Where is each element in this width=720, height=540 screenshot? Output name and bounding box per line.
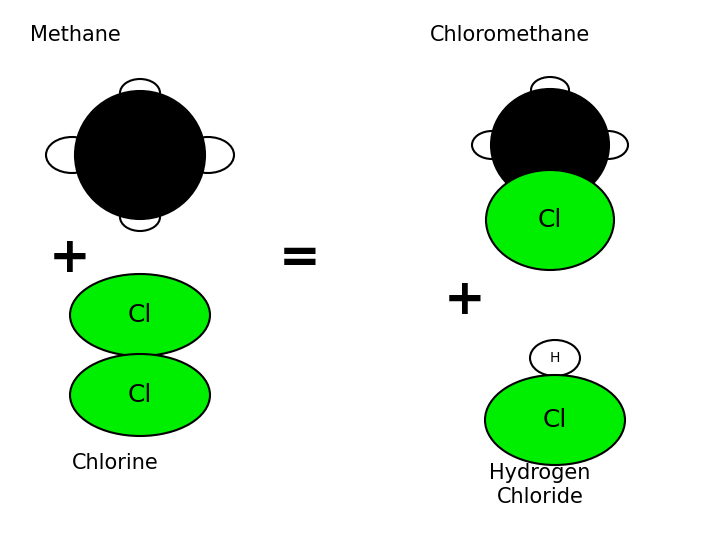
Ellipse shape — [70, 354, 210, 436]
Text: Cl: Cl — [538, 208, 562, 232]
Ellipse shape — [531, 77, 569, 103]
Ellipse shape — [182, 137, 234, 173]
Ellipse shape — [75, 91, 205, 219]
Ellipse shape — [530, 340, 580, 376]
Text: Cl: Cl — [128, 303, 152, 327]
Ellipse shape — [472, 131, 512, 159]
Text: +: + — [444, 276, 486, 324]
Ellipse shape — [120, 203, 160, 231]
Text: Hydrogen
Chloride: Hydrogen Chloride — [490, 463, 590, 507]
Text: Cl: Cl — [543, 408, 567, 432]
Ellipse shape — [120, 79, 160, 107]
Ellipse shape — [70, 274, 210, 356]
Text: H: H — [550, 351, 560, 365]
Text: Methane: Methane — [30, 25, 121, 45]
Text: Chloromethane: Chloromethane — [430, 25, 590, 45]
Text: Chlorine: Chlorine — [71, 453, 158, 473]
Text: +: + — [49, 234, 91, 282]
Ellipse shape — [486, 170, 614, 270]
Ellipse shape — [491, 89, 609, 201]
Ellipse shape — [485, 375, 625, 465]
Ellipse shape — [588, 131, 628, 159]
Text: =: = — [279, 234, 321, 282]
Ellipse shape — [46, 137, 98, 173]
Text: Cl: Cl — [128, 383, 152, 407]
